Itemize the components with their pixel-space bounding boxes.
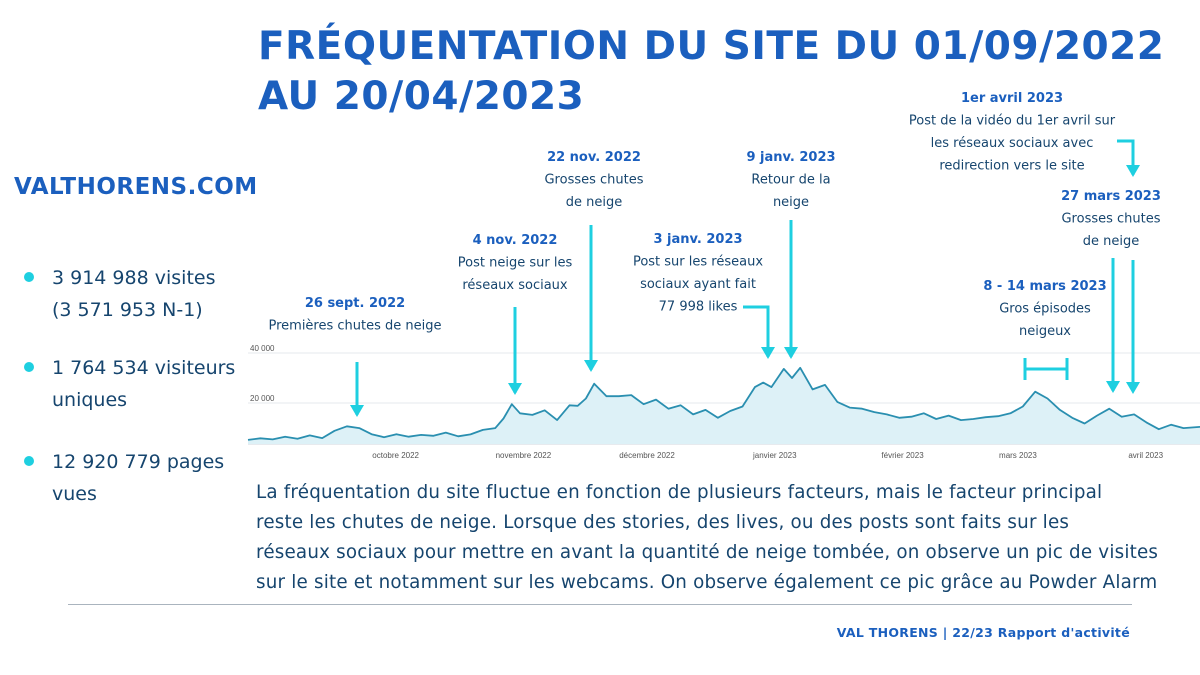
annotation-arrow-head — [784, 347, 798, 359]
annotation-text: réseaux sociaux — [462, 278, 568, 293]
annotation-text: Retour de la — [751, 173, 830, 188]
annotation-date: 9 janv. 2023 — [746, 150, 835, 165]
annotation-date: 27 mars 2023 — [1061, 189, 1161, 204]
x-tick-label: mars 2023 — [999, 451, 1037, 460]
stat-unique-visitors-value: 1 764 534 visiteurs — [52, 357, 236, 379]
annotation-text: redirection vers le site — [939, 159, 1084, 174]
stat-page-views-label: vues — [52, 483, 97, 505]
stat-visits-previous: (3 571 953 N-1) — [52, 299, 203, 321]
annotation-text: sociaux ayant fait — [640, 277, 756, 292]
annotation-text: neigeux — [1019, 324, 1071, 339]
annotation-text: les réseaux sociaux avec — [931, 136, 1094, 151]
annotation-arrow-head — [1126, 165, 1140, 177]
annotation-arrow-head — [761, 347, 775, 359]
stat-unique-visitors: 1 764 534 visiteurs uniques — [22, 352, 235, 416]
annotation-arrow-shaft — [743, 305, 770, 357]
description-line: La fréquentation du site fluctue en fonc… — [256, 482, 1103, 503]
bullet-icon — [24, 272, 34, 282]
stat-page-views: 12 920 779 pages vues — [22, 446, 224, 510]
annotation-date: 3 janv. 2023 — [653, 232, 742, 247]
site-name: VALTHORENS.COM — [14, 174, 258, 200]
annotation-text: Post sur les réseaux — [633, 255, 763, 270]
annotation-date: 26 sept. 2022 — [305, 296, 405, 311]
bullet-icon — [24, 456, 34, 466]
stat-page-views-value: 12 920 779 pages — [52, 451, 225, 473]
stat-visits-value: 3 914 988 visites — [52, 267, 216, 289]
title-line-1: FRÉQUENTATION DU SITE DU 01/09/2022 — [258, 24, 1165, 69]
x-tick-label: février 2023 — [881, 451, 924, 460]
annotation-text: neige — [773, 195, 809, 210]
annotation-date: 1er avril 2023 — [961, 91, 1063, 106]
series-area — [248, 367, 1200, 444]
annotation-arrow-head — [350, 405, 364, 417]
annotation-text: Post de la vidéo du 1er avril sur — [909, 114, 1116, 129]
series-line — [247, 366, 1200, 441]
annotation-arrow-head — [1126, 382, 1140, 394]
bullet-icon — [24, 362, 34, 372]
annotation-text: Premières chutes de neige — [268, 319, 441, 334]
y-tick-label: 20 000 — [250, 394, 275, 403]
x-tick-label: décembre 2022 — [619, 451, 675, 460]
annotation-date: 22 nov. 2022 — [547, 150, 641, 165]
description-line: réseaux sociaux pour mettre en avant la … — [256, 542, 1159, 563]
annotation-text: Post neige sur les — [458, 256, 573, 271]
y-tick-label: 40 000 — [250, 344, 275, 353]
annotation-text: Grosses chutes — [544, 173, 643, 188]
annotation-date: 4 nov. 2022 — [473, 233, 558, 248]
stat-visits: 3 914 988 visites (3 571 953 N-1) — [22, 262, 215, 326]
description-text: La fréquentation du site fluctue en fonc… — [256, 478, 1200, 598]
x-tick-label: avril 2023 — [1128, 451, 1163, 460]
annotation-arrow-head — [508, 383, 522, 395]
annotation-text: Grosses chutes — [1061, 212, 1160, 227]
page-title: FRÉQUENTATION DU SITE DU 01/09/2022 AU 2… — [258, 22, 1165, 122]
annotation-text: Gros épisodes — [999, 302, 1091, 317]
title-line-2: AU 20/04/2023 — [258, 74, 585, 119]
description-line: sur le site et notamment sur les webcams… — [256, 572, 1158, 593]
annotation-date: 8 - 14 mars 2023 — [983, 279, 1106, 294]
footer-label: VAL THORENS | 22/23 Rapport d'activité — [836, 625, 1130, 640]
annotation-arrow-head — [1106, 381, 1120, 393]
annotation-arrow-shaft — [1117, 139, 1135, 175]
annotation-text: de neige — [566, 195, 622, 210]
annotation-arrow-head — [584, 360, 598, 372]
annotation-text: de neige — [1083, 234, 1139, 249]
description-line: reste les chutes de neige. Lorsque des s… — [256, 512, 1070, 533]
footer-divider — [68, 604, 1132, 605]
annotation-text: 77 998 likes — [659, 300, 738, 315]
traffic-chart: 40 000 20 000 octobre 2022 novembre 2022 déc… — [247, 91, 1200, 460]
x-tick-label: octobre 2022 — [372, 451, 419, 460]
x-tick-label: janvier 2023 — [752, 451, 797, 460]
stat-unique-visitors-label: uniques — [52, 389, 128, 411]
x-tick-label: novembre 2022 — [496, 451, 552, 460]
range-bracket — [1023, 358, 1069, 380]
